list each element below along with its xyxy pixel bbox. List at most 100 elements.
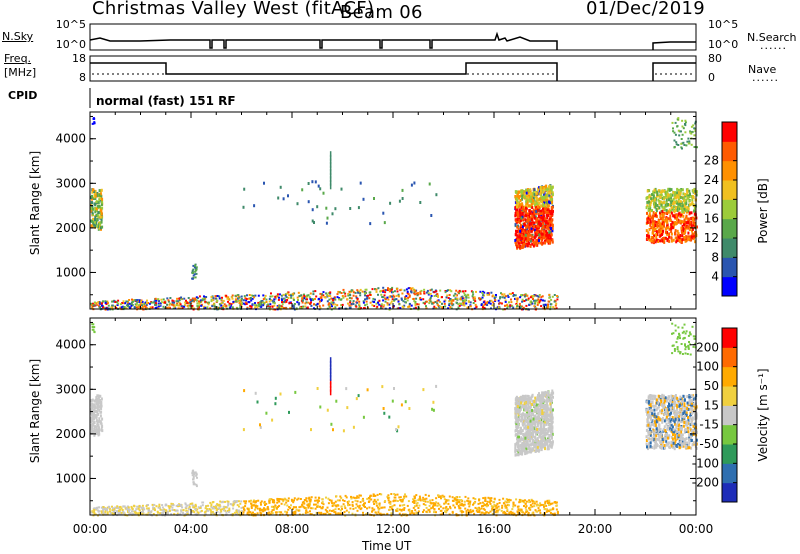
cell-velocity-1418: [93, 399, 96, 403]
cell-velocity-418: [309, 498, 312, 501]
cell-power-1228: [317, 298, 320, 301]
cell-power-3242: [684, 124, 687, 127]
cell-velocity-176: [533, 505, 536, 508]
beam-label: Beam 06: [340, 2, 423, 23]
cell-power-3165: [656, 222, 658, 226]
cell-velocity-333: [326, 506, 329, 509]
cell-velocity-665: [159, 512, 162, 515]
cell-power-1653: [531, 224, 534, 228]
cell-power-2548: [690, 217, 693, 220]
cell-velocity-1271: [354, 499, 357, 502]
cell-power-25: [362, 300, 365, 303]
cell-power-766: [330, 303, 333, 306]
cell-power-426: [297, 299, 299, 301]
cell-power-2896: [652, 216, 654, 220]
cell-velocity-159: [98, 513, 101, 516]
cell-power-1142: [301, 299, 304, 302]
cell-velocity-650: [516, 511, 519, 514]
cell-velocity-624: [493, 504, 496, 506]
cell-power-1234: [326, 300, 329, 303]
cell-power-2992: [653, 220, 656, 224]
cell-velocity-123: [111, 512, 114, 515]
cell-power-1192: [393, 295, 396, 298]
cell-velocity-1296: [102, 508, 105, 511]
cell-power-2309: [551, 240, 554, 244]
cell-velocity-1108: [403, 507, 406, 509]
cell-power-899: [271, 305, 274, 308]
cell-power-2271: [523, 242, 526, 246]
cell-velocity-1480: [92, 403, 95, 407]
cell-power-405: [313, 303, 315, 306]
cell-velocity-1420: [91, 425, 94, 429]
cell-power-173: [490, 291, 493, 294]
cell-power-2489: [527, 189, 530, 192]
cell-velocity-450: [494, 511, 497, 514]
cell-power-801: [451, 304, 454, 307]
cell-power-2739: [668, 227, 671, 231]
cell-velocity-943: [548, 501, 551, 504]
cell-velocity-1430: [95, 426, 98, 429]
cell-velocity-1365: [215, 506, 218, 509]
cell-power-301: [444, 291, 447, 294]
cell-power-2476: [515, 241, 518, 245]
cell-power-2877: [681, 220, 684, 224]
cell-power-859: [404, 296, 407, 299]
cell-velocity-1143: [384, 500, 387, 502]
cell-velocity-1189: [468, 505, 471, 508]
cell-velocity-1160: [524, 502, 527, 505]
cell-velocity-1546: [192, 476, 195, 479]
cell-power-3034: [674, 193, 676, 197]
cell-power-3097: [676, 191, 679, 195]
cell-velocity-1156: [355, 496, 358, 499]
cell-power-398: [270, 299, 273, 301]
cell-power-1468: [98, 189, 101, 193]
cell-power-991: [375, 290, 378, 293]
cell-power-1491: [99, 212, 102, 216]
cell-velocity-979: [131, 508, 134, 511]
cell-power-1596: [362, 197, 365, 201]
cell-power-2052: [521, 243, 524, 247]
cell-velocity-643: [180, 509, 183, 512]
cell-velocity-586: [226, 509, 229, 512]
cell-power-665: [275, 294, 278, 297]
cell-velocity-1149: [155, 505, 158, 508]
cell-power-2720: [694, 240, 697, 244]
x-axis-title: Time UT: [362, 539, 412, 553]
cell-power-1383: [286, 292, 289, 295]
cell-power-1168: [358, 300, 361, 303]
cell-power-1214: [472, 302, 475, 304]
cell-power-3164: [649, 220, 652, 224]
cell-velocity-38: [549, 512, 552, 514]
cell-velocity-1084: [460, 504, 463, 507]
cell-velocity-1464: [96, 420, 99, 424]
cell-velocity-423: [151, 503, 154, 506]
cell-power-817: [139, 303, 142, 306]
cell-power-1548: [194, 263, 197, 266]
cell-velocity-560: [393, 493, 396, 495]
cell-power-2860: [661, 226, 664, 230]
cell-velocity-722: [309, 503, 311, 506]
cell-velocity-1341: [186, 512, 189, 515]
cell-velocity-1319: [327, 502, 330, 505]
cell-power-2951: [680, 238, 683, 242]
cell-power-2978: [655, 233, 658, 237]
cell-power-2703: [656, 233, 659, 237]
cell-power-1483: [90, 201, 93, 205]
cell-velocity-694: [243, 508, 245, 511]
cell-power-2479: [533, 225, 536, 229]
cell-power-2415: [516, 208, 519, 212]
cell-power-837: [184, 304, 186, 307]
cell-power-130: [107, 301, 109, 304]
cell-power-2958: [691, 232, 694, 236]
cell-power-364: [340, 292, 343, 294]
cell-power-1104: [179, 303, 182, 306]
cell-power-850: [492, 301, 495, 304]
cell-power-421: [331, 297, 334, 300]
cell-power-2342: [535, 202, 538, 206]
cell-power-1531: [91, 211, 94, 215]
cell-power-928: [355, 305, 358, 308]
cell-power-719: [552, 306, 555, 309]
cell-velocity-780: [166, 511, 169, 514]
cell-velocity-228: [544, 500, 547, 503]
cell-power-3224: [685, 144, 688, 147]
